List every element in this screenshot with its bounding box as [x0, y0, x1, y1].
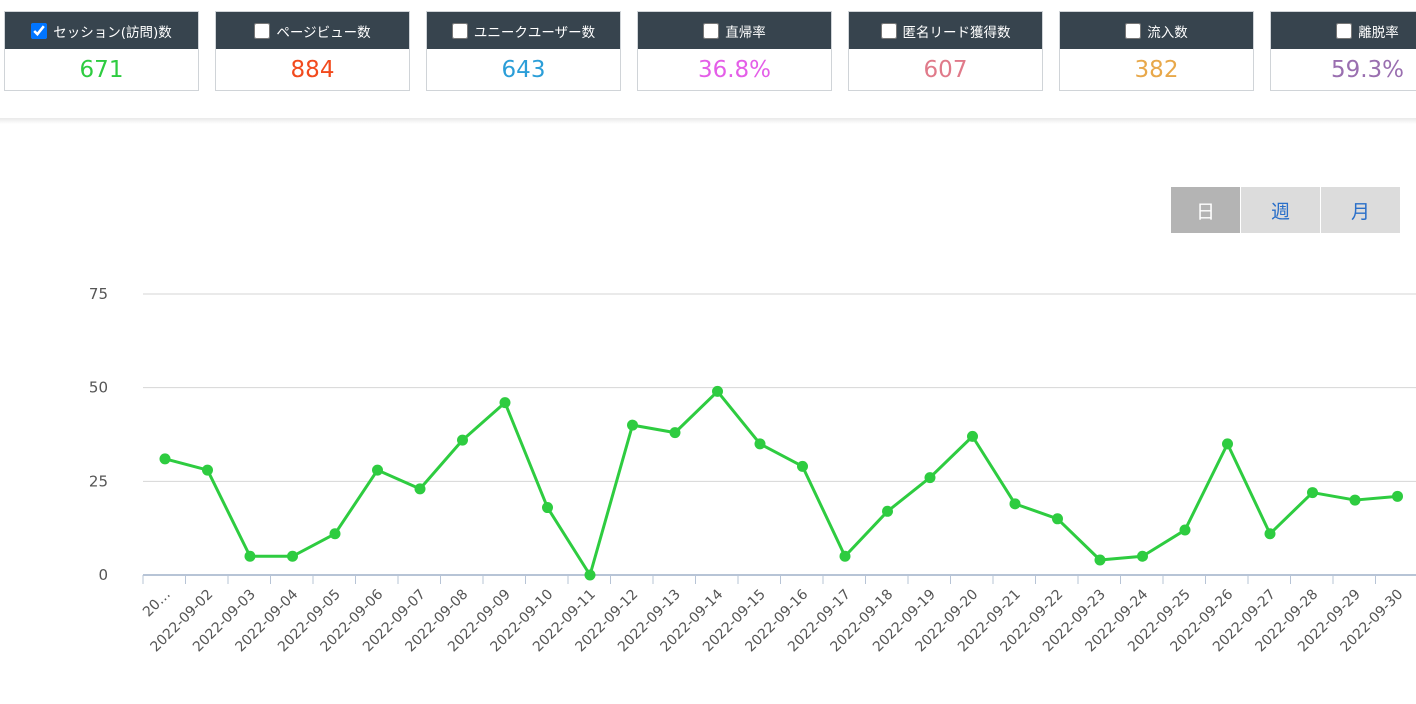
metric-card-inflow[interactable]: 流入数 382	[1059, 11, 1254, 91]
metric-value: 643	[501, 56, 546, 83]
metric-value: 671	[79, 56, 124, 83]
data-point	[457, 434, 468, 446]
divider	[0, 118, 1416, 124]
metric-label: ユニークユーザー数	[473, 24, 596, 41]
metric-label: 直帰率	[725, 24, 766, 41]
metric-label: ページビュー数	[276, 24, 371, 41]
data-point	[1222, 438, 1233, 450]
y-tick-label: 75	[89, 285, 108, 303]
metric-value: 884	[290, 56, 335, 83]
data-point	[669, 427, 681, 439]
y-tick-label: 25	[89, 472, 108, 490]
metric-label: 離脱率	[1358, 24, 1399, 41]
exit-rate-checkbox[interactable]	[1336, 22, 1353, 39]
y-tick-label: 0	[98, 566, 108, 584]
metrics-bar: セッション(訪問)数 671 ページビュー数 884 ユニークユーザー数 643…	[0, 0, 1416, 118]
data-point	[329, 528, 341, 540]
data-point	[712, 385, 723, 397]
metric-card-unique-users[interactable]: ユニークユーザー数 643	[426, 11, 621, 91]
x-tick-label: 20…	[140, 587, 174, 621]
y-tick-label: 50	[89, 379, 108, 397]
inflow-checkbox[interactable]	[1125, 22, 1142, 39]
metric-label: 流入数	[1147, 24, 1188, 41]
series-line	[164, 389, 1398, 577]
data-point	[967, 430, 978, 442]
data-point	[584, 569, 596, 581]
metric-value: 607	[923, 56, 968, 83]
anonymous-leads-checkbox[interactable]	[880, 22, 897, 39]
period-toggle: 日 週 月	[1171, 187, 1400, 233]
data-point	[1052, 513, 1063, 525]
data-point	[244, 550, 256, 562]
data-point	[1307, 487, 1318, 499]
metric-value: 59.3%	[1330, 56, 1405, 83]
data-point	[499, 397, 511, 409]
period-month-button[interactable]: 月	[1320, 187, 1400, 233]
metric-value: 36.8%	[697, 56, 772, 83]
data-point	[1094, 554, 1106, 566]
bounce-rate-checkbox[interactable]	[703, 22, 720, 39]
data-point	[1009, 498, 1021, 510]
data-point	[159, 453, 171, 465]
data-point	[839, 550, 851, 562]
metric-card-exit-rate[interactable]: 離脱率 59.3%	[1270, 11, 1416, 91]
data-point	[924, 472, 936, 484]
data-point	[627, 419, 638, 431]
data-point	[1264, 528, 1276, 540]
data-point	[1137, 550, 1148, 562]
data-point	[414, 483, 426, 495]
metric-label: 匿名リード獲得数	[902, 24, 1011, 41]
data-point	[287, 550, 298, 562]
sessions-checkbox[interactable]	[31, 22, 48, 39]
metric-card-sessions[interactable]: セッション(訪問)数 671	[4, 11, 199, 91]
metric-label: セッション(訪問)数	[53, 24, 172, 41]
period-day-button[interactable]: 日	[1171, 187, 1240, 233]
data-point	[1179, 524, 1191, 536]
data-point	[1349, 494, 1361, 506]
metric-card-pageviews[interactable]: ページビュー数 884	[215, 11, 410, 91]
pageviews-checkbox[interactable]	[254, 22, 271, 39]
data-point	[1392, 490, 1403, 502]
metric-card-anonymous-leads[interactable]: 匿名リード獲得数 607	[848, 11, 1043, 91]
unique-users-checkbox[interactable]	[451, 22, 468, 39]
metric-card-bounce-rate[interactable]: 直帰率 36.8%	[637, 11, 832, 91]
data-point	[882, 505, 893, 517]
data-point	[754, 438, 766, 450]
line-chart: 025507520…2022-09-022022-09-032022-09-04…	[89, 285, 1416, 655]
data-point	[372, 464, 383, 476]
data-point	[797, 460, 808, 472]
metric-value: 382	[1134, 56, 1179, 83]
data-point	[202, 464, 213, 476]
period-week-button[interactable]: 週	[1240, 187, 1320, 233]
data-point	[542, 502, 553, 514]
